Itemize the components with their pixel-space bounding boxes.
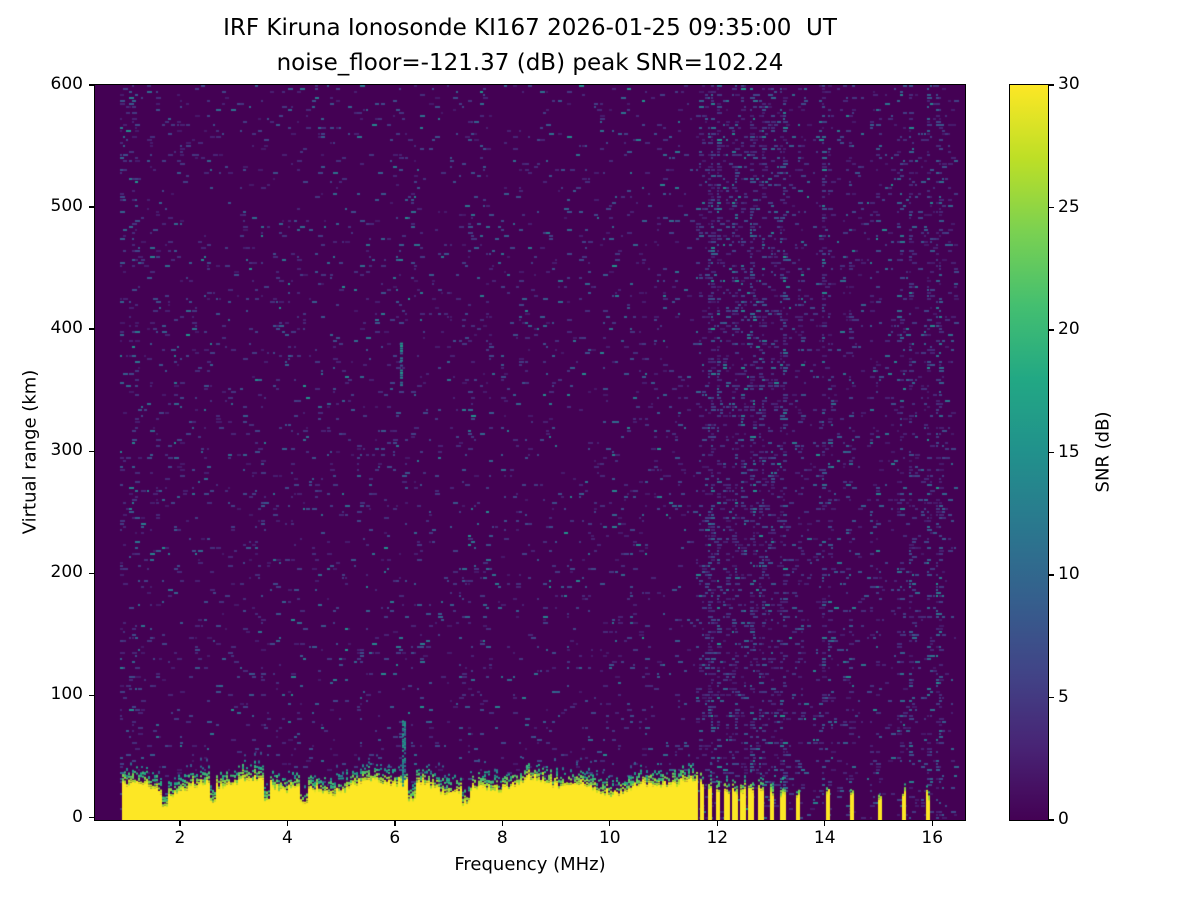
y-tick-label: 600 <box>50 74 83 94</box>
colorbar-tick-mark <box>1049 819 1054 821</box>
y-tick-mark <box>89 450 94 452</box>
x-tick-mark <box>716 821 718 826</box>
chart-subtitle: noise_floor=-121.37 (dB) peak SNR=102.24 <box>276 50 784 76</box>
colorbar-tick-label: 0 <box>1058 809 1069 829</box>
colorbar-tick-mark <box>1049 329 1054 331</box>
x-tick-label: 16 <box>921 828 944 848</box>
x-tick-label: 4 <box>281 828 293 848</box>
x-tick-mark <box>931 821 933 826</box>
colorbar-tick-mark <box>1049 451 1054 454</box>
colorbar <box>1009 84 1049 821</box>
y-tick-label: 300 <box>50 440 83 461</box>
x-tick-mark <box>394 821 396 826</box>
plot-area <box>94 84 966 821</box>
colorbar-tick-label: 15 <box>1058 441 1080 462</box>
y-tick-label: 500 <box>50 196 83 217</box>
x-tick-mark <box>501 821 504 826</box>
x-tick-mark <box>286 821 289 826</box>
x-tick-label: 2 <box>174 828 186 848</box>
y-tick-label: 200 <box>50 562 83 583</box>
x-axis-label: Frequency (MHz) <box>454 854 606 875</box>
y-tick-label: 0 <box>72 806 83 827</box>
x-tick-mark <box>179 821 181 826</box>
colorbar-tick-mark <box>1049 574 1054 576</box>
y-tick-mark <box>89 206 94 208</box>
colorbar-tick-label: 5 <box>1058 686 1069 707</box>
colorbar-tick-label: 30 <box>1058 74 1080 94</box>
y-tick-mark <box>89 328 94 330</box>
colorbar-tick-mark <box>1049 84 1054 86</box>
ionogram-heatmap-canvas <box>95 85 965 820</box>
x-tick-label: 14 <box>813 828 836 848</box>
chart-title: IRF Kiruna Ionosonde KI167 2026-01-25 09… <box>223 15 837 41</box>
x-tick-label: 8 <box>496 828 508 848</box>
colorbar-tick-label: 20 <box>1058 319 1080 339</box>
x-tick-mark <box>824 821 826 826</box>
colorbar-label: SNR (dB) <box>1092 411 1114 493</box>
colorbar-tick-label: 25 <box>1058 196 1080 217</box>
y-tick-mark <box>89 572 94 575</box>
x-tick-label: 12 <box>706 828 729 848</box>
colorbar-tick-label: 10 <box>1058 564 1080 584</box>
y-tick-mark <box>89 816 94 819</box>
colorbar-tick-mark <box>1049 696 1054 699</box>
y-tick-mark <box>89 84 94 86</box>
colorbar-tick-mark <box>1049 206 1054 209</box>
colorbar-gradient <box>1010 85 1048 820</box>
x-tick-mark <box>609 821 611 826</box>
x-tick-label: 6 <box>389 828 401 848</box>
y-tick-label: 100 <box>50 684 83 705</box>
y-tick-label: 400 <box>50 318 83 339</box>
x-tick-label: 10 <box>598 828 621 848</box>
y-tick-mark <box>89 694 94 697</box>
